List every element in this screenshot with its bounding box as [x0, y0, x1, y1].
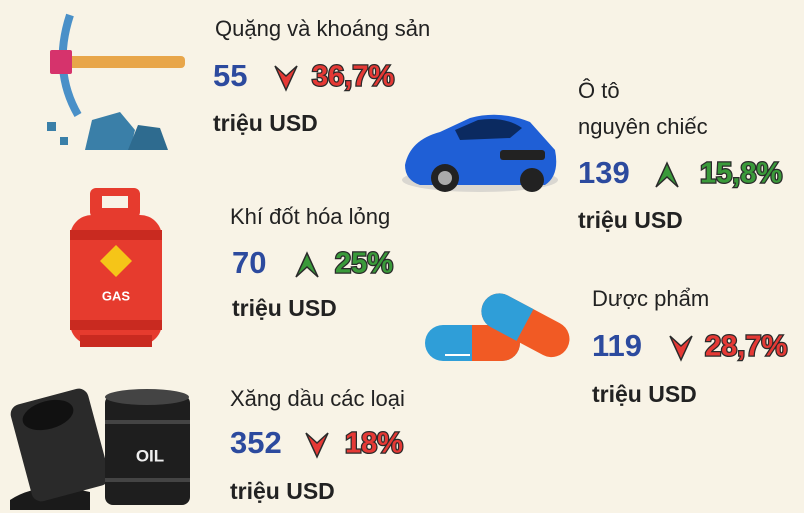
item-label: Dược phẩm — [592, 286, 709, 311]
item-unit: triệu USD — [232, 295, 337, 321]
arrow-down — [306, 433, 328, 457]
pickaxe-icon — [47, 15, 185, 150]
item-label: Khí đốt hóa lỏng — [230, 204, 390, 229]
gas-cylinder-icon: GAS — [70, 188, 162, 347]
item-label: Xăng dầu các loại — [230, 386, 405, 411]
item-change: 18% — [345, 428, 403, 460]
item-change: 15,8% — [700, 158, 782, 190]
item-label: Ô tô — [578, 78, 620, 103]
item-change: 36,7% — [312, 61, 394, 93]
item-value: 352 — [230, 425, 282, 460]
item-value: 70 — [232, 245, 266, 280]
arrow-up — [656, 163, 678, 187]
item-unit: triệu USD — [592, 381, 697, 407]
arrow-down — [275, 66, 297, 90]
item-label: nguyên chiếc — [578, 114, 708, 139]
item-unit: triệu USD — [213, 110, 318, 136]
car-icon — [402, 115, 558, 192]
item-change: 28,7% — [705, 331, 787, 363]
oil-barrel-icon: OIL — [8, 386, 190, 510]
infographic: GAS OIL Quặng và khoáng sản 55 36,7% triệu … — [0, 0, 804, 513]
item-change: 25% — [335, 248, 393, 280]
arrow-down — [670, 336, 692, 360]
item-unit: triệu USD — [230, 478, 335, 504]
item-value: 55 — [213, 58, 247, 93]
pills-icon — [425, 287, 576, 363]
arrow-up — [296, 253, 318, 277]
item-label: Quặng và khoáng sản — [215, 16, 430, 41]
item-unit: triệu USD — [578, 207, 683, 233]
gas-label: GAS — [102, 288, 131, 303]
item-value: 119 — [592, 328, 642, 363]
item-value: 139 — [578, 155, 630, 190]
oil-label: OIL — [136, 446, 164, 465]
